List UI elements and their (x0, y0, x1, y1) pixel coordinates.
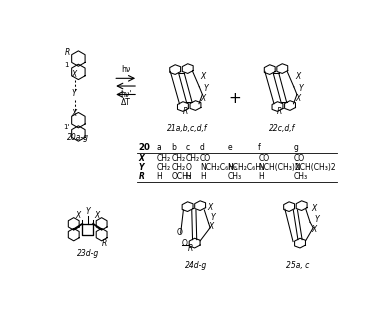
Text: H: H (157, 172, 162, 181)
Text: hν': hν' (120, 90, 132, 99)
Text: X: X (201, 94, 206, 103)
Text: R: R (183, 107, 188, 115)
Text: O: O (182, 239, 188, 248)
Text: R: R (139, 172, 145, 181)
Text: CH₃: CH₃ (227, 172, 241, 181)
Text: X: X (71, 108, 76, 117)
Text: hν: hν (121, 65, 130, 74)
Text: Y: Y (204, 85, 208, 93)
Text: b: b (171, 143, 176, 152)
Text: X: X (295, 72, 301, 81)
Text: CO: CO (294, 154, 305, 163)
Text: O: O (176, 228, 182, 237)
Text: Y: Y (299, 85, 303, 93)
Text: 23d-g: 23d-g (77, 249, 99, 258)
Text: R: R (188, 244, 193, 253)
Text: 20: 20 (139, 143, 151, 152)
Text: 1': 1' (64, 124, 70, 130)
Text: R: R (277, 107, 282, 115)
Text: X: X (71, 70, 76, 78)
Text: f: f (258, 143, 261, 152)
Text: d: d (200, 143, 205, 152)
Text: NCH₂C₆H₅: NCH₂C₆H₅ (200, 163, 237, 172)
Text: X: X (312, 225, 317, 234)
Text: +: + (229, 91, 241, 106)
Text: CH₃: CH₃ (294, 172, 308, 181)
Text: CH₂: CH₂ (157, 154, 171, 163)
Text: 22c,d,f: 22c,d,f (269, 124, 295, 133)
Text: NCH₂C₆H₅: NCH₂C₆H₅ (227, 163, 264, 172)
Text: 24d-g: 24d-g (185, 261, 207, 270)
Text: NCH(CH₃)2: NCH(CH₃)2 (294, 163, 335, 172)
Text: X: X (295, 94, 301, 103)
Text: 20a-g: 20a-g (67, 133, 89, 142)
Text: H: H (258, 172, 264, 181)
Text: g: g (294, 143, 299, 152)
Text: R: R (65, 48, 70, 57)
Text: H: H (185, 172, 191, 181)
Text: Y: Y (71, 89, 76, 98)
Text: Y: Y (315, 215, 319, 224)
Text: 25a, c: 25a, c (286, 261, 309, 270)
Text: Y: Y (211, 213, 216, 222)
Text: CO: CO (258, 154, 269, 163)
Text: ΔT: ΔT (121, 98, 131, 107)
Text: X: X (201, 72, 206, 81)
Text: 1: 1 (64, 62, 69, 68)
Text: X: X (139, 154, 145, 163)
Text: X: X (95, 211, 100, 220)
Text: c: c (185, 143, 190, 152)
Text: H: H (200, 172, 206, 181)
Text: e: e (227, 143, 232, 152)
Text: 21a,b,c,d,f: 21a,b,c,d,f (168, 124, 208, 133)
Text: O: O (185, 163, 191, 172)
Text: X: X (312, 204, 317, 213)
Text: CH₂: CH₂ (157, 163, 171, 172)
Text: X: X (208, 222, 214, 231)
Text: a: a (157, 143, 161, 152)
Text: CO: CO (200, 154, 211, 163)
Text: Y: Y (85, 207, 90, 216)
Text: Y: Y (139, 163, 144, 172)
Text: X: X (208, 203, 213, 212)
Text: CH₂: CH₂ (171, 154, 185, 163)
Text: OCH₃: OCH₃ (171, 172, 191, 181)
Text: CH₂: CH₂ (185, 154, 199, 163)
Text: X: X (75, 211, 81, 220)
Text: R: R (102, 239, 107, 248)
Text: NCH(CH₃)2: NCH(CH₃)2 (258, 163, 300, 172)
Text: CH₂: CH₂ (171, 163, 185, 172)
